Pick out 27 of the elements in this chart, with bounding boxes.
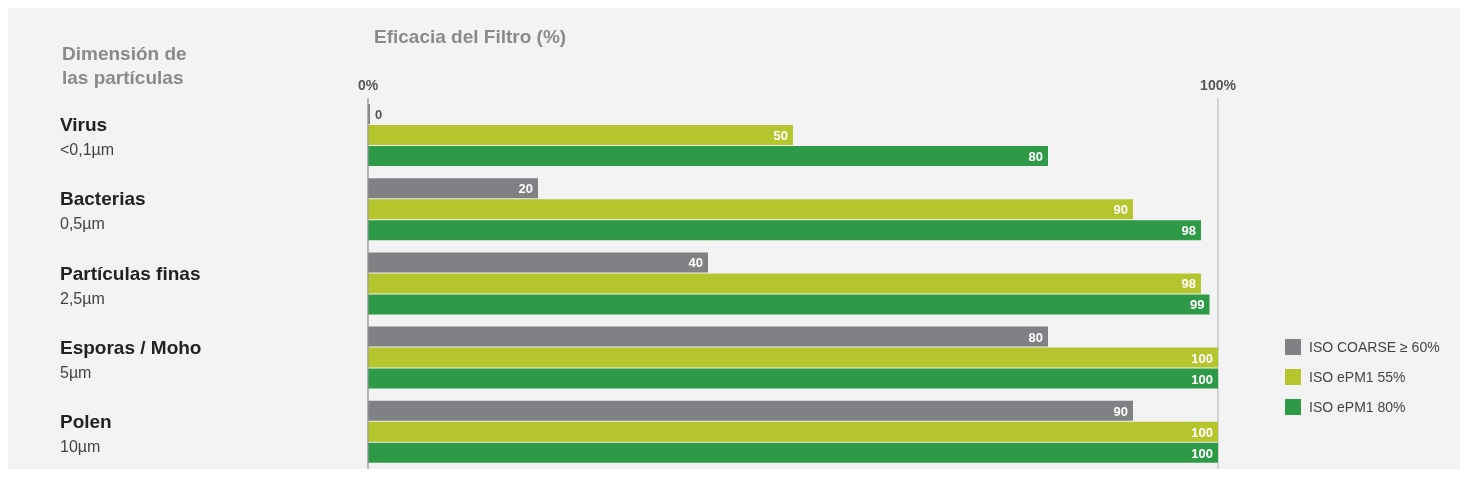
y-tick-label: Esporas / Moho 5µm — [60, 336, 202, 381]
data-label: 100 — [1191, 350, 1213, 366]
y-axis-title: Dimensión de las partículas — [62, 42, 188, 90]
legend-label: ISO ePM1 55% — [1308, 369, 1407, 385]
data-label: 20 — [518, 181, 533, 197]
data-label: 100 — [1191, 445, 1213, 461]
data-label: 98 — [1181, 276, 1196, 292]
x-tick-label: 0% — [357, 77, 379, 93]
data-label: 100 — [1191, 424, 1213, 440]
data-label: 100 — [1191, 371, 1213, 387]
data-label: 90 — [1113, 202, 1128, 218]
x-axis-title: Eficacia del Filtro (%) — [374, 26, 567, 48]
data-label: 98 — [1181, 223, 1196, 239]
data-label: 80 — [1028, 329, 1043, 345]
x-tick-label: 100% — [1200, 77, 1237, 93]
data-label: 50 — [773, 128, 788, 143]
data-label: 99 — [1190, 297, 1205, 313]
data-label: 0 — [375, 107, 383, 122]
y-tick-label: Partículas finas 2,5µm — [60, 262, 201, 307]
y-tick-label: Bacterias 0,5µm — [60, 188, 146, 233]
legend-label: ISO COARSE ≥ 60% — [1308, 339, 1441, 355]
y-tick-label: Polen 10µm — [60, 410, 112, 455]
legend-label: ISO ePM1 80% — [1308, 399, 1407, 415]
data-label: 40 — [688, 255, 703, 271]
data-label: 80 — [1028, 149, 1043, 164]
y-tick-label: Virus <0,1µm — [60, 114, 115, 159]
data-label: 90 — [1113, 403, 1128, 419]
